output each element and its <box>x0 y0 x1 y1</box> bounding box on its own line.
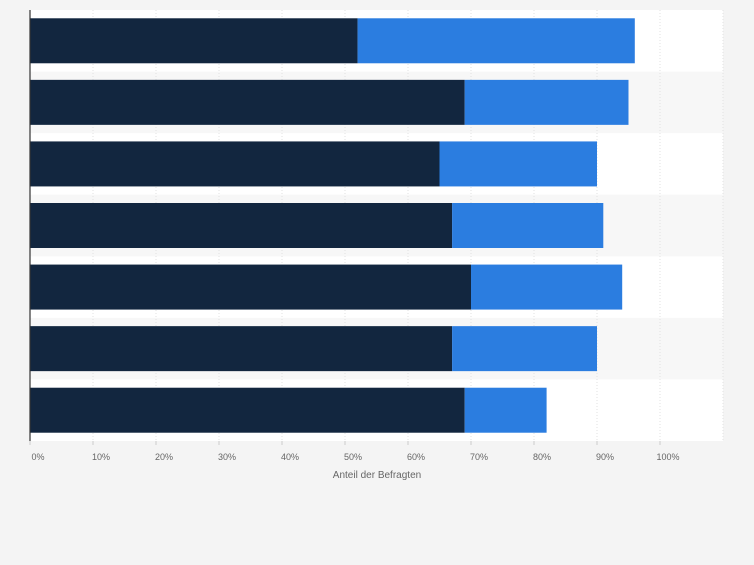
x-axis-ticks: 0% 10% 20% 30% 40% 50% 60% 70% 80% 90% 100% <box>29 441 680 462</box>
bar-segment-series-1 <box>30 387 465 433</box>
bar-segment-series-1 <box>30 264 471 310</box>
bar-segment-series-2 <box>471 264 623 310</box>
x-axis-label: Anteil der Befragten <box>333 470 421 481</box>
x-tick-label: 80% <box>533 452 551 462</box>
x-tick-label: 100% <box>656 452 679 462</box>
bar-segment-series-1 <box>30 18 358 64</box>
bar-segment-series-1 <box>30 203 453 248</box>
bar-segment-series-1 <box>30 79 465 125</box>
bar-segment-series-2 <box>464 79 629 125</box>
bar-segment-series-2 <box>452 203 604 248</box>
x-tick-label: 20% <box>155 452 173 462</box>
x-tick-label: 60% <box>407 452 425 462</box>
x-tick-label: 90% <box>596 452 614 462</box>
bar-segment-series-1 <box>30 326 453 372</box>
x-tick-label: 0% <box>31 452 44 462</box>
bar-segment-series-2 <box>452 326 597 372</box>
bar-segment-series-2 <box>464 387 547 433</box>
bar-segment-series-1 <box>30 141 440 187</box>
x-tick-label: 50% <box>344 452 362 462</box>
bars <box>30 18 635 433</box>
x-tick-label: 30% <box>218 452 236 462</box>
bar-segment-series-2 <box>439 141 597 187</box>
x-tick-label: 10% <box>92 452 110 462</box>
x-tick-label: 40% <box>281 452 299 462</box>
x-tick-label: 70% <box>470 452 488 462</box>
bar-segment-series-2 <box>357 18 635 64</box>
